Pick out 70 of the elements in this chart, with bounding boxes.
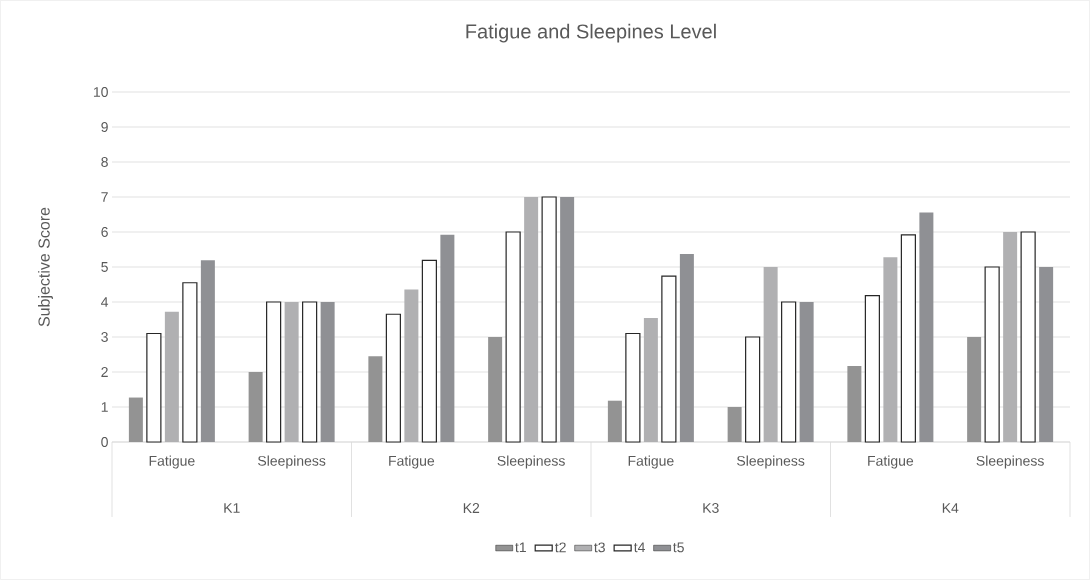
x-tick-label: Fatigue — [149, 455, 195, 469]
bar — [799, 302, 814, 442]
bar — [763, 267, 778, 442]
bar — [164, 311, 179, 442]
bar — [679, 254, 694, 442]
x-tick-label: Fatigue — [628, 455, 674, 469]
x-tick-label: Sleepiness — [976, 455, 1044, 469]
x-tick-label: Sleepiness — [737, 455, 805, 469]
y-axis-title: Subjective Score — [38, 207, 53, 327]
bar — [745, 336, 761, 443]
bar — [248, 372, 263, 442]
bar — [385, 313, 401, 443]
bar — [984, 266, 1000, 443]
bar — [488, 337, 503, 442]
chart-title: Fatigue and Sleepines Level — [466, 23, 716, 43]
bar — [320, 302, 335, 442]
bar — [421, 259, 437, 443]
bar — [607, 400, 622, 442]
x-tick-label: Sleepiness — [258, 455, 326, 469]
bar — [302, 301, 318, 443]
bar — [919, 212, 934, 442]
y-tick-label: 6 — [101, 227, 108, 237]
bar — [661, 275, 677, 443]
bar — [146, 332, 162, 443]
text: K3 — [703, 503, 719, 513]
text: K2 — [463, 503, 480, 513]
y-tick-label: 7 — [101, 192, 108, 202]
legend-label: t5 — [673, 542, 684, 553]
bar — [625, 332, 641, 443]
x-tick-label: Fatigue — [868, 455, 914, 469]
bar — [541, 196, 557, 443]
bar — [440, 234, 455, 442]
bar — [524, 197, 539, 442]
y-tick-label: 2 — [101, 367, 108, 377]
bar — [182, 282, 198, 443]
bar — [1020, 231, 1036, 443]
bar — [404, 289, 419, 442]
bar — [560, 197, 575, 442]
x-tick-label: Sleepiness — [497, 455, 565, 469]
bar — [967, 337, 982, 442]
bar — [864, 295, 880, 443]
y-tick-label: 0 — [101, 437, 108, 447]
y-tick-label: 9 — [101, 122, 108, 132]
legend-label: t1 — [515, 542, 526, 553]
bar — [128, 397, 143, 442]
bar — [505, 231, 521, 443]
bar — [781, 301, 797, 443]
legend-label: t4 — [633, 542, 645, 553]
bar — [643, 318, 658, 442]
legend-label: t2 — [555, 542, 566, 553]
y-tick-label: 3 — [101, 332, 108, 342]
y-tick-label: 10 — [93, 87, 108, 97]
x-tick-label: Fatigue — [389, 455, 435, 469]
bar — [200, 260, 215, 442]
y-tick-label: 8 — [101, 157, 108, 167]
bar — [900, 234, 916, 443]
bar — [1003, 232, 1018, 442]
bar — [1039, 267, 1054, 442]
bar — [727, 407, 742, 442]
y-tick-label: 1 — [101, 402, 108, 412]
legend-label: t3 — [594, 542, 605, 553]
y-tick-label: 5 — [101, 262, 108, 272]
text: K1 — [224, 503, 240, 513]
y-tick-label: 4 — [101, 297, 109, 307]
bar — [368, 356, 383, 442]
text: K4 — [942, 503, 959, 513]
bar — [266, 301, 282, 443]
bar — [284, 302, 299, 442]
bar — [847, 366, 862, 442]
bar — [883, 257, 898, 442]
